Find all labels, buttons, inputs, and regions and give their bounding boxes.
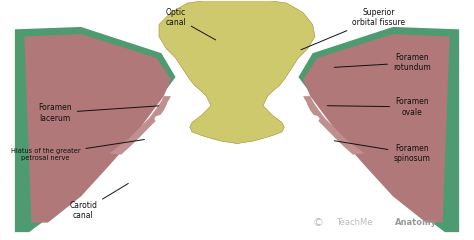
Text: Superior
orbital fissure: Superior orbital fissure bbox=[301, 8, 405, 50]
Text: Foramen
lacerum: Foramen lacerum bbox=[38, 103, 159, 123]
Circle shape bbox=[291, 99, 306, 107]
Text: Carotid
canal: Carotid canal bbox=[69, 183, 128, 220]
Text: Hiatus of the greater
petrosal nerve: Hiatus of the greater petrosal nerve bbox=[11, 139, 145, 161]
Text: Foramen
spinosum: Foramen spinosum bbox=[334, 141, 430, 163]
Text: Foramen
ovale: Foramen ovale bbox=[327, 97, 428, 117]
Text: Optic
canal: Optic canal bbox=[165, 8, 216, 40]
Polygon shape bbox=[159, 1, 315, 144]
Text: Foramen
rotundum: Foramen rotundum bbox=[334, 53, 431, 72]
Polygon shape bbox=[299, 27, 459, 232]
Circle shape bbox=[307, 116, 319, 122]
Circle shape bbox=[168, 99, 183, 107]
Text: Anatomy: Anatomy bbox=[395, 218, 438, 227]
Polygon shape bbox=[303, 96, 365, 155]
Text: ©: © bbox=[313, 218, 324, 228]
Circle shape bbox=[155, 116, 167, 122]
Polygon shape bbox=[15, 27, 175, 232]
Polygon shape bbox=[303, 34, 450, 223]
Polygon shape bbox=[109, 96, 171, 155]
Text: TeachMe: TeachMe bbox=[336, 218, 373, 227]
Polygon shape bbox=[24, 34, 171, 223]
